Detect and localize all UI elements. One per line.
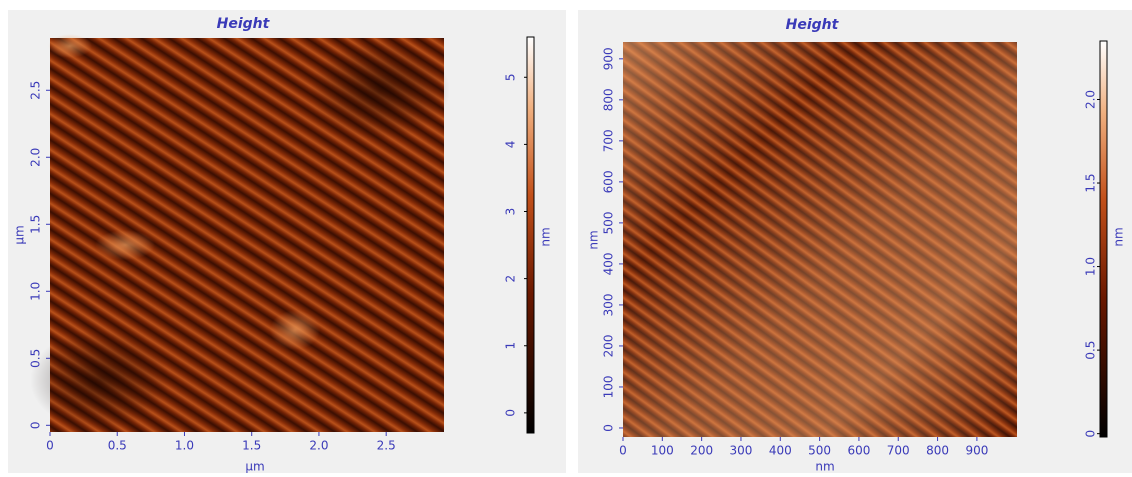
- y-tick-label: 1.5: [29, 215, 43, 234]
- colorbar-label: nm: [1112, 227, 1126, 246]
- x-tick-label: 1.0: [175, 439, 194, 453]
- y-tick-label: 700: [602, 129, 616, 152]
- colorbar-tick-label: 0.5: [1084, 341, 1098, 360]
- x-tick-label: 200: [690, 444, 713, 458]
- colorbar-tick-label: 4: [504, 141, 518, 149]
- y-tick-label: 0: [602, 424, 616, 432]
- y-tick-label: 900: [602, 47, 616, 70]
- y-tick-label: 2.5: [29, 81, 43, 100]
- colorbar-tick-label: 0: [504, 409, 518, 417]
- x-tick-label: 500: [808, 444, 831, 458]
- x-tick-label: 300: [730, 444, 753, 458]
- x-tick-label: 1.5: [242, 439, 261, 453]
- panel-title: Height: [217, 16, 271, 32]
- colorbar: [526, 36, 535, 434]
- image-feature: [30, 330, 170, 430]
- colorbar-tick-label: 0: [1084, 430, 1098, 438]
- x-tick-label: 800: [926, 444, 949, 458]
- x-tick-label: 100: [651, 444, 674, 458]
- y-tick-label: 0: [29, 421, 43, 429]
- y-tick-label: 400: [602, 252, 616, 275]
- y-tick-label: 100: [602, 376, 616, 399]
- x-tick-label: 700: [887, 444, 910, 458]
- colorbar-tick-label: 1.0: [1084, 257, 1098, 276]
- y-tick-label: 500: [602, 211, 616, 234]
- x-axis-label: nm: [815, 460, 834, 474]
- x-tick-label: 600: [847, 444, 870, 458]
- y-tick-label: 0.5: [29, 349, 43, 368]
- x-tick-label: 0.5: [108, 439, 127, 453]
- image-feature: [310, 40, 450, 140]
- y-tick-label: 2.0: [29, 148, 43, 167]
- x-tick-label: 2.0: [309, 439, 328, 453]
- colorbar: [1099, 40, 1108, 438]
- y-axis-label: µm: [13, 225, 27, 244]
- x-tick-label: 400: [769, 444, 792, 458]
- panel-title: Height: [786, 17, 840, 33]
- x-tick-label: 0: [46, 439, 54, 453]
- y-tick-label: 600: [602, 170, 616, 193]
- colorbar-tick-label: 1: [504, 342, 518, 350]
- colorbar-tick-label: 1.5: [1084, 173, 1098, 192]
- colorbar-label: nm: [539, 227, 553, 246]
- y-tick-label: 800: [602, 88, 616, 111]
- image-feature: [95, 230, 155, 260]
- image-overlay: [623, 42, 1017, 437]
- x-tick-label: 2.5: [377, 439, 396, 453]
- y-axis-label: nm: [587, 230, 601, 249]
- height-image: [30, 34, 450, 432]
- x-axis-label: µm: [245, 460, 264, 474]
- y-tick-label: 200: [602, 334, 616, 357]
- image-feature: [48, 34, 92, 58]
- x-tick-label: 0: [619, 444, 627, 458]
- colorbar-tick-label: 3: [504, 208, 518, 216]
- height-image: [623, 42, 1017, 437]
- y-tick-label: 1.0: [29, 282, 43, 301]
- x-tick-label: 900: [965, 444, 988, 458]
- colorbar-tick-label: 2: [504, 275, 518, 283]
- colorbar-tick-label: 2.0: [1084, 90, 1098, 109]
- y-tick-label: 300: [602, 293, 616, 316]
- colorbar-tick-label: 5: [504, 73, 518, 81]
- image-feature: [270, 310, 320, 350]
